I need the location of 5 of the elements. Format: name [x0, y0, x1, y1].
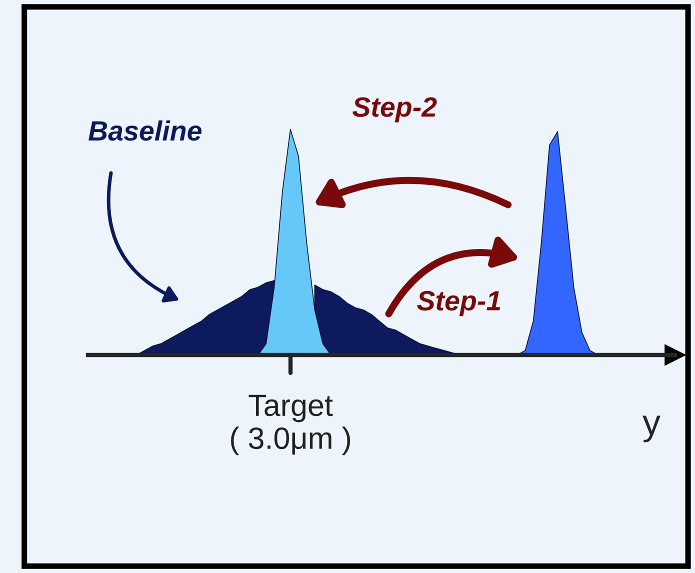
- text: Step-2: [352, 97, 437, 122]
- x-axis-title: y: [642, 416, 660, 442]
- text: Target ( 3.0μm ): [230, 394, 350, 456]
- annotation: Step-1: [417, 290, 500, 316]
- text: Baseline: [88, 120, 202, 141]
